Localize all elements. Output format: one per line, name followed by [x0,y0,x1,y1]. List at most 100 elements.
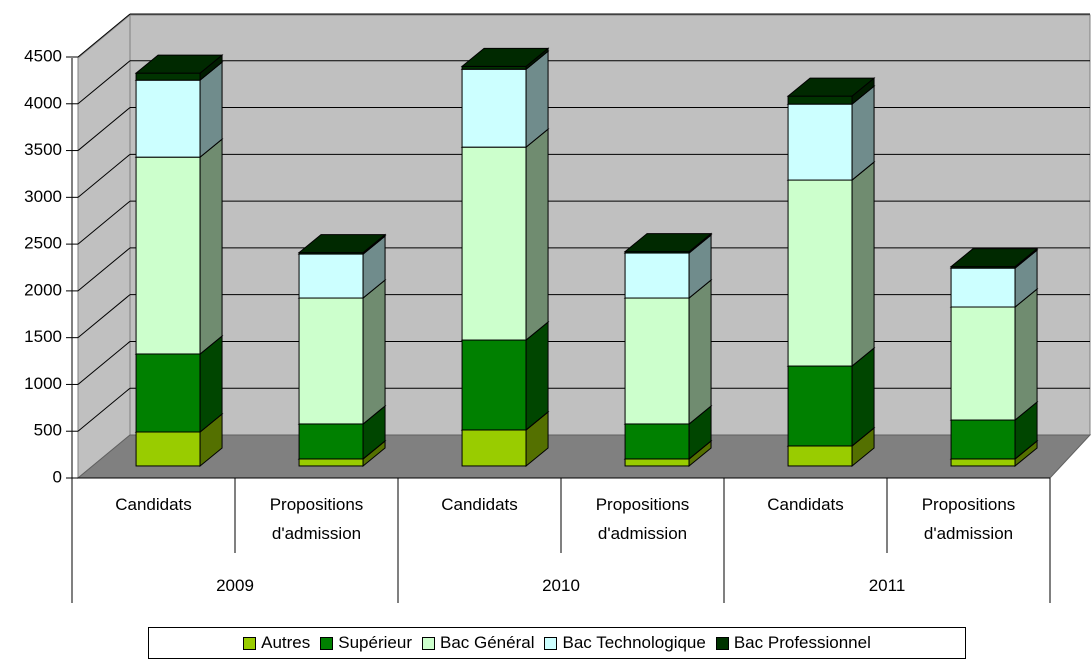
y-tick-label: 0 [53,467,62,486]
bar [786,346,876,447]
legend-item: Bac Professionnel [715,633,871,653]
bar-front [298,458,364,467]
legend-label: Autres [261,633,311,652]
floor [76,434,1091,479]
bar-top [786,77,876,97]
bar [134,54,224,82]
bar [297,278,387,426]
x-tick-label: Candidats [115,495,192,514]
bar-front [950,267,1016,308]
bar-front [461,429,527,467]
bar-front [298,253,364,299]
legend-label: Bac Technologique [562,633,706,652]
bar [623,278,713,426]
group-label: 2009 [216,576,254,595]
y-tick-label: 4000 [24,93,62,112]
bar-front [461,146,527,341]
bar [460,47,550,71]
legend-item: Bac Général [421,633,535,653]
bar-front [787,365,853,447]
y-tick-label: 1000 [24,374,62,393]
legend-label: Bac Général [439,633,535,652]
bar-top [460,47,550,67]
bar-front [950,419,1016,460]
legend-label: Bac Professionnel [733,633,871,652]
legend-swatch [243,636,257,650]
legend-swatch [320,636,334,650]
bar-front [624,297,690,425]
bar [134,138,224,356]
bar-top [134,54,224,74]
bar-front [298,297,364,425]
legend-item: Supérieur [320,633,412,653]
bar [786,77,876,106]
bar-front [135,353,201,433]
bar-front [787,103,853,181]
x-tick-label: Propositions d'admission [921,495,1016,543]
legend-swatch [544,636,558,650]
bar-front [135,72,201,81]
bar [949,287,1039,422]
bar-front [787,179,853,367]
legend-swatch [421,636,435,650]
grid-line [77,341,131,385]
bar-side [362,278,386,426]
bar-side [525,320,549,431]
bar-top [623,233,713,253]
legend-label: Supérieur [338,633,412,652]
bar [786,160,876,368]
grid-line [77,387,131,432]
legend-item: Autres [243,633,310,653]
x-tick-label: Propositions d'admission [269,495,364,543]
x-tick-label: Candidats [441,495,518,514]
x-tick-label: Candidats [767,495,844,514]
bar-side [1014,287,1038,422]
group-label: 2010 [542,576,580,595]
bar-side [525,128,549,342]
legend: Autres Supérieur Bac Général Bac Technologi… [148,627,966,659]
bar-front [135,431,201,467]
bar-front [787,95,853,105]
bar-front [950,306,1016,421]
y-tick-label: 1500 [24,327,62,346]
bar-front [624,423,690,460]
bar-front [298,423,364,460]
bar [297,233,387,256]
bar [949,247,1039,270]
legend-item: Bac Technologique [544,633,706,653]
y-tick-label: 3500 [24,140,62,159]
grid-line [77,107,131,151]
bar-front [950,458,1016,467]
bar [623,232,713,255]
bar-side [688,278,712,426]
y-tick-label: 2500 [24,234,62,253]
legend-swatch [715,636,729,650]
grid-line [77,247,131,292]
grid-line [77,60,131,105]
y-tick-label: 4500 [24,46,62,65]
grid-line [77,200,131,245]
grid-line [77,13,131,58]
y-tick-label: 2000 [24,280,62,299]
bar-side [199,138,223,356]
bar-top [297,234,387,254]
back-wall [129,14,1091,436]
bar-front [135,79,201,158]
bar-front [461,68,527,148]
y-tick-label: 500 [34,421,62,440]
group-label: 2011 [868,576,906,595]
bar-side [851,160,875,368]
bar-front [624,458,690,467]
grid-line [77,153,131,198]
bar-top [949,248,1039,268]
bar-front [135,156,201,355]
y-tick-label: 3000 [24,187,62,206]
bar-front [461,339,527,431]
grid-line [77,294,131,339]
bar-front [624,252,690,299]
bar-front [787,445,853,467]
x-tick-label: Propositions d'admission [595,495,690,543]
bar [460,128,550,342]
